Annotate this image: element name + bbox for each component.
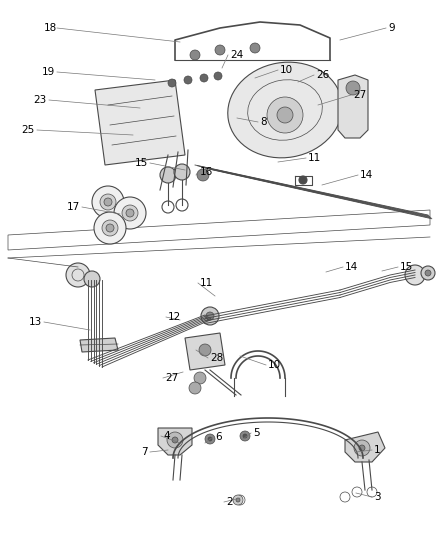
Polygon shape bbox=[345, 432, 385, 462]
Text: 15: 15 bbox=[135, 158, 148, 168]
Text: 9: 9 bbox=[388, 23, 395, 33]
Text: 17: 17 bbox=[67, 202, 80, 212]
Circle shape bbox=[214, 72, 222, 80]
Text: 5: 5 bbox=[253, 428, 260, 438]
Text: 23: 23 bbox=[34, 95, 47, 105]
Text: 4: 4 bbox=[163, 431, 170, 441]
Text: 3: 3 bbox=[374, 492, 381, 502]
Circle shape bbox=[104, 198, 112, 206]
Text: 25: 25 bbox=[22, 125, 35, 135]
Text: 28: 28 bbox=[210, 353, 223, 363]
Circle shape bbox=[425, 270, 431, 276]
Text: 12: 12 bbox=[168, 312, 181, 322]
Circle shape bbox=[174, 164, 190, 180]
Circle shape bbox=[250, 43, 260, 53]
Text: 10: 10 bbox=[268, 360, 281, 370]
Circle shape bbox=[66, 263, 90, 287]
Text: 10: 10 bbox=[280, 65, 293, 75]
Circle shape bbox=[94, 212, 126, 244]
Circle shape bbox=[197, 169, 209, 181]
Text: 14: 14 bbox=[345, 262, 358, 272]
Text: 6: 6 bbox=[215, 432, 222, 442]
Text: 14: 14 bbox=[360, 170, 373, 180]
Circle shape bbox=[236, 498, 240, 502]
Polygon shape bbox=[338, 75, 368, 138]
Text: 8: 8 bbox=[260, 117, 267, 127]
Circle shape bbox=[199, 344, 211, 356]
Circle shape bbox=[243, 434, 247, 438]
Text: 24: 24 bbox=[230, 50, 243, 60]
Circle shape bbox=[102, 220, 118, 236]
Circle shape bbox=[206, 312, 214, 320]
Text: 11: 11 bbox=[308, 153, 321, 163]
Circle shape bbox=[190, 50, 200, 60]
Polygon shape bbox=[80, 338, 118, 352]
Text: 15: 15 bbox=[400, 262, 413, 272]
Circle shape bbox=[277, 107, 293, 123]
Text: 11: 11 bbox=[200, 278, 213, 288]
Text: 7: 7 bbox=[141, 447, 148, 457]
Circle shape bbox=[167, 432, 183, 448]
Circle shape bbox=[122, 205, 138, 221]
Circle shape bbox=[189, 382, 201, 394]
Polygon shape bbox=[95, 80, 185, 165]
Circle shape bbox=[201, 307, 219, 325]
Circle shape bbox=[208, 437, 212, 441]
Text: 1: 1 bbox=[374, 445, 381, 455]
Circle shape bbox=[200, 74, 208, 82]
Text: 13: 13 bbox=[29, 317, 42, 327]
Text: 19: 19 bbox=[42, 67, 55, 77]
Polygon shape bbox=[185, 333, 225, 370]
Circle shape bbox=[205, 434, 215, 444]
Circle shape bbox=[126, 209, 134, 217]
Circle shape bbox=[194, 372, 206, 384]
Circle shape bbox=[168, 79, 176, 87]
Text: 26: 26 bbox=[316, 70, 329, 80]
Circle shape bbox=[267, 97, 303, 133]
Ellipse shape bbox=[228, 62, 342, 158]
Circle shape bbox=[240, 431, 250, 441]
Text: 16: 16 bbox=[200, 167, 213, 177]
Circle shape bbox=[92, 186, 124, 218]
Circle shape bbox=[405, 265, 425, 285]
Circle shape bbox=[359, 445, 365, 451]
Circle shape bbox=[184, 76, 192, 84]
Circle shape bbox=[100, 194, 116, 210]
Circle shape bbox=[346, 81, 360, 95]
Circle shape bbox=[172, 437, 178, 443]
Circle shape bbox=[114, 197, 146, 229]
Text: 18: 18 bbox=[44, 23, 57, 33]
Circle shape bbox=[421, 266, 435, 280]
Circle shape bbox=[299, 176, 307, 184]
Text: 2: 2 bbox=[226, 497, 233, 507]
Text: 27: 27 bbox=[165, 373, 178, 383]
Circle shape bbox=[215, 45, 225, 55]
Circle shape bbox=[354, 440, 370, 456]
Circle shape bbox=[106, 224, 114, 232]
Circle shape bbox=[160, 167, 176, 183]
Circle shape bbox=[84, 271, 100, 287]
Text: 27: 27 bbox=[353, 90, 366, 100]
Circle shape bbox=[233, 495, 243, 505]
Polygon shape bbox=[158, 428, 192, 455]
